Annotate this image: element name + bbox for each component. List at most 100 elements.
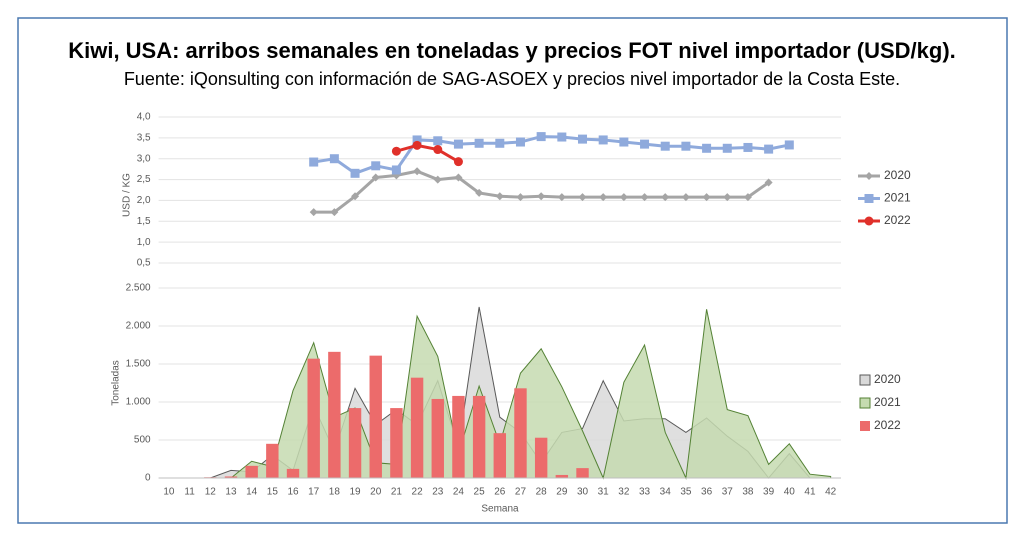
marker — [640, 139, 650, 149]
x-tick-label: 15 — [267, 487, 279, 498]
x-tick-label: 39 — [763, 487, 775, 498]
x-tick-label: 40 — [784, 487, 796, 498]
x-tick-label: 42 — [825, 487, 837, 498]
marker — [433, 145, 443, 155]
x-tick-label: 10 — [163, 487, 175, 498]
x-axis-label: Semana — [481, 504, 519, 515]
legend-label: 2020 — [874, 372, 901, 386]
marker — [391, 146, 401, 156]
marker — [702, 193, 711, 202]
x-tick-label: 35 — [680, 487, 692, 498]
y-tick-label: 3,0 — [137, 153, 151, 164]
marker — [433, 175, 442, 184]
x-tick-label: 11 — [184, 487, 195, 498]
y-tick-label: 2,0 — [137, 195, 151, 206]
y-axis-label: Toneladas — [111, 360, 122, 406]
legend-label: 2021 — [884, 191, 911, 205]
y-axis-label: USD / KG — [122, 173, 133, 217]
y-tick-label: 500 — [134, 435, 151, 446]
marker — [661, 193, 670, 202]
x-tick-label: 22 — [412, 487, 424, 498]
legend-label: 2020 — [884, 168, 911, 182]
marker — [578, 193, 587, 202]
x-tick-label: 17 — [308, 487, 320, 498]
bar — [431, 398, 444, 478]
marker — [723, 193, 732, 202]
y-tick-label: 2.000 — [126, 321, 151, 332]
marker — [454, 173, 463, 182]
marker — [784, 140, 794, 150]
x-tick-label: 31 — [598, 487, 610, 498]
marker — [743, 193, 752, 202]
marker — [764, 178, 773, 187]
x-tick-label: 21 — [391, 487, 403, 498]
x-tick-label: 20 — [370, 487, 382, 498]
marker — [599, 193, 608, 202]
bar — [390, 408, 403, 478]
marker — [640, 193, 649, 202]
marker — [536, 132, 546, 142]
legend-label: 2021 — [874, 395, 901, 409]
legend-swatch — [859, 397, 871, 409]
x-tick-label: 16 — [287, 487, 299, 498]
marker — [412, 135, 422, 145]
bar — [472, 395, 486, 478]
marker — [702, 143, 712, 153]
bar — [555, 474, 569, 478]
marker — [598, 135, 608, 145]
marker — [371, 161, 381, 171]
x-tick-label: 23 — [432, 487, 444, 498]
marker — [864, 194, 874, 203]
marker — [578, 134, 588, 144]
legend-label: 2022 — [874, 418, 901, 432]
marker — [619, 137, 629, 147]
x-tick-label: 18 — [329, 487, 341, 498]
marker — [764, 144, 774, 154]
bar — [410, 377, 424, 478]
x-tick-label: 41 — [804, 487, 816, 498]
bar — [286, 468, 300, 478]
y-tick-label: 3,5 — [137, 132, 151, 143]
y-tick-label: 1.500 — [126, 359, 151, 370]
y-tick-label: 1.000 — [126, 397, 151, 408]
marker — [433, 136, 443, 146]
marker — [371, 173, 380, 182]
y-tick-label: 2,5 — [137, 174, 151, 185]
marker — [330, 208, 339, 217]
marker — [681, 193, 690, 202]
marker — [619, 193, 628, 202]
x-tick-label: 19 — [349, 487, 361, 498]
bar — [369, 355, 382, 478]
x-tick-label: 27 — [515, 487, 527, 498]
marker — [350, 168, 360, 178]
marker — [557, 132, 567, 142]
y-tick-label: 4,0 — [137, 112, 151, 123]
marker — [351, 192, 360, 201]
x-tick-label: 24 — [453, 487, 465, 498]
marker — [391, 165, 401, 175]
marker — [516, 193, 525, 202]
x-tick-label: 25 — [474, 487, 486, 498]
y-tick-label: 1,5 — [137, 216, 151, 227]
x-tick-label: 26 — [494, 487, 506, 498]
legend-label: 2022 — [884, 213, 911, 227]
bar — [328, 351, 341, 478]
x-tick-label: 37 — [722, 487, 734, 498]
marker — [537, 192, 546, 201]
x-tick-label: 14 — [246, 487, 258, 498]
marker — [309, 157, 319, 167]
marker — [412, 140, 422, 150]
bar — [534, 437, 548, 478]
marker — [495, 192, 504, 201]
marker — [453, 157, 463, 167]
marker — [743, 142, 753, 152]
y-tick-label: 2.500 — [126, 283, 151, 294]
x-tick-label: 36 — [701, 487, 713, 498]
marker — [557, 193, 566, 202]
x-tick-label: 33 — [639, 487, 651, 498]
x-tick-label: 29 — [556, 487, 568, 498]
marker — [474, 138, 484, 148]
x-tick-label: 32 — [618, 487, 630, 498]
bar — [245, 465, 258, 478]
